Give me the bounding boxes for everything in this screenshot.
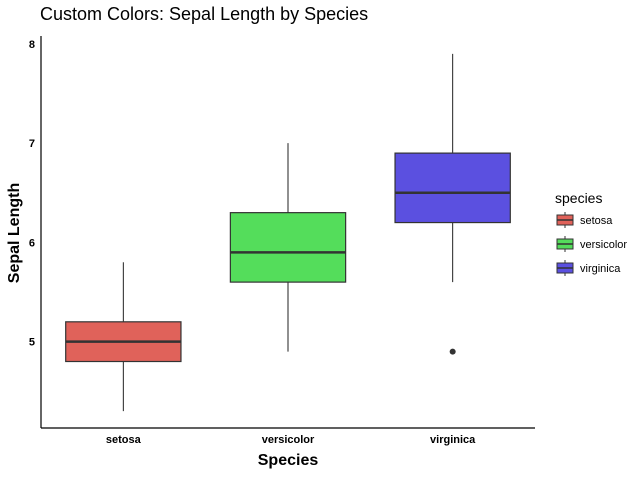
x-tick-label: virginica — [430, 434, 476, 446]
x-axis-title: Species — [258, 452, 319, 469]
legend-label-versicolor: versicolor — [580, 239, 627, 251]
box-setosa — [65, 262, 182, 412]
legend-key-versicolor — [556, 236, 574, 252]
box-body-versicolor — [229, 212, 347, 283]
legend-label-virginica: virginica — [580, 263, 621, 275]
legend-key-virginica — [556, 260, 574, 276]
y-tick-label: 6 — [29, 237, 35, 249]
y-ticks: 5 6 7 8 — [29, 39, 35, 349]
y-tick-label: 7 — [29, 138, 35, 150]
outlier-point — [449, 348, 456, 355]
box-body-virginica — [394, 152, 511, 224]
legend: species setosa versicolor virginica — [555, 190, 627, 276]
legend-title: species — [555, 190, 602, 206]
y-tick-label: 8 — [29, 39, 35, 51]
y-tick-label: 5 — [29, 337, 35, 349]
chart-title: Custom Colors: Sepal Length by Species — [40, 4, 368, 24]
x-tick-label: setosa — [106, 434, 142, 446]
x-ticks: setosa versicolor virginica — [106, 434, 476, 446]
legend-key-setosa — [556, 212, 574, 228]
y-axis-title: Sepal Length — [6, 183, 23, 283]
plot-area — [65, 53, 511, 412]
box-virginica — [394, 53, 511, 355]
box-versicolor — [229, 143, 347, 352]
x-tick-label: versicolor — [262, 434, 315, 446]
legend-label-setosa: setosa — [580, 215, 613, 227]
